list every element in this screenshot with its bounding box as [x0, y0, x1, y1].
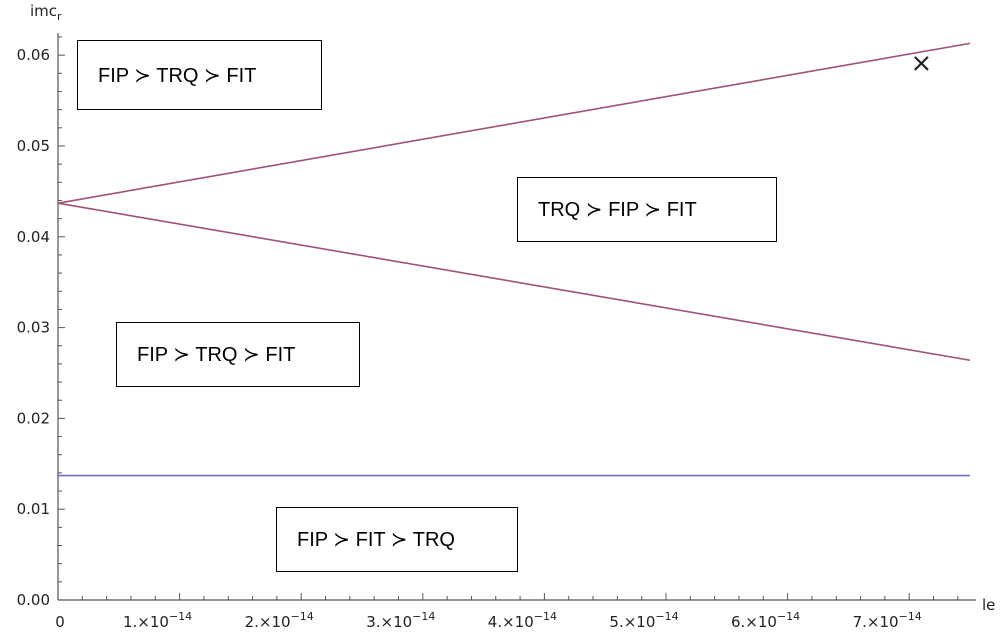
x-tick-label: 4.×10−14 [488, 610, 557, 631]
x-tick-label: 0 [55, 613, 65, 631]
series-line-1 [57, 42, 971, 204]
y-tick-label: 0.00 [17, 591, 50, 609]
y-tick-label: 0.04 [17, 228, 50, 246]
x-tick-label: 1.×10−14 [123, 610, 192, 631]
x-tick-label: 6.×10−14 [731, 610, 800, 631]
region-label-top-left: FIP ≻ TRQ ≻ FIT [77, 40, 322, 110]
y-tick-label: 0.03 [17, 319, 50, 337]
axes [57, 33, 976, 601]
x-tick-label: 2.×10−14 [245, 610, 314, 631]
y-tick-label: 0.05 [17, 137, 50, 155]
x-tick-label: 3.×10−14 [366, 610, 435, 631]
x-tick-label: 7.×10−14 [853, 610, 922, 631]
region-label-middle-right: TRQ ≻ FIP ≻ FIT [517, 177, 777, 242]
x-axis-title: le [982, 596, 995, 614]
series-line-2 [57, 202, 971, 362]
y-tick-label: 0.01 [17, 500, 50, 518]
cross-marker: × [910, 48, 932, 78]
y-tick-label: 0.06 [17, 46, 50, 64]
labels-layer: 0.00 0.01 0.02 0.03 0.04 0.05 0.06 0 1.×10−14 2.×… [17, 46, 922, 631]
x-tick-label: 5.×10−14 [609, 610, 678, 631]
region-label-bottom: FIP ≻ FIT ≻ TRQ [276, 507, 518, 572]
series-layer: × [57, 42, 971, 477]
y-tick-label: 0.02 [17, 409, 50, 427]
y-axis-title: imcr [30, 2, 62, 23]
region-label-middle-left: FIP ≻ TRQ ≻ FIT [116, 322, 360, 387]
